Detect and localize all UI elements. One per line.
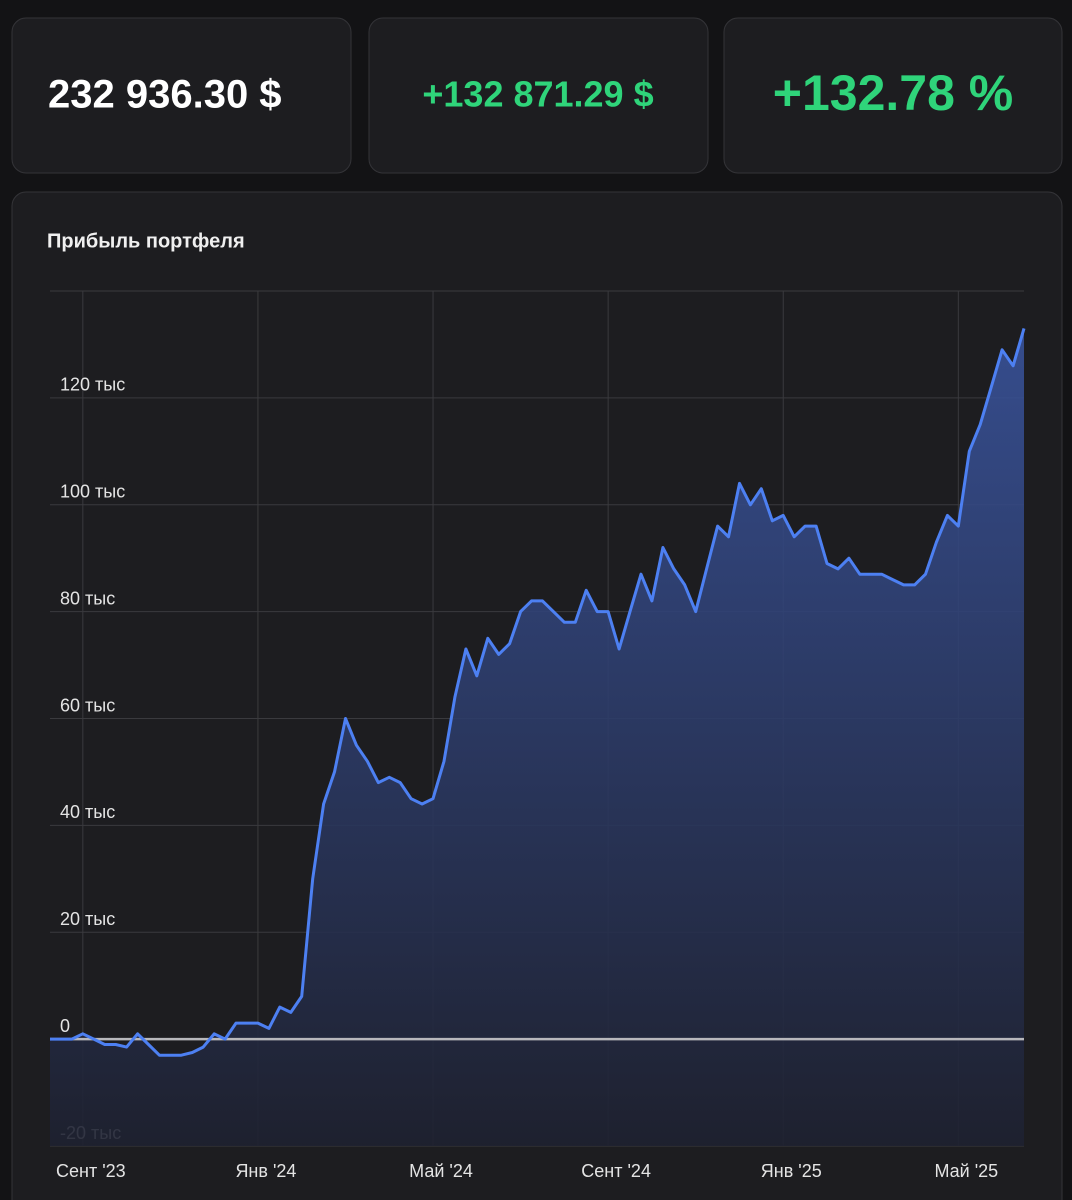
y-tick-label: 40 тыс bbox=[60, 802, 115, 822]
card bbox=[11, 17, 352, 174]
x-tick-label: Май '25 bbox=[934, 1161, 998, 1181]
y-tick-label: 0 bbox=[60, 1016, 70, 1036]
y-tick-label: 20 тыс bbox=[60, 909, 115, 929]
total-value: 232 936.30 $ bbox=[48, 73, 282, 117]
card bbox=[723, 17, 1063, 174]
y-tick-label: 120 тыс bbox=[60, 375, 125, 395]
y-tick-label: 60 тыс bbox=[60, 695, 115, 715]
area bbox=[50, 328, 1024, 1146]
x-tick-label: Янв '24 bbox=[235, 1161, 296, 1181]
change-value: +132 871.29 $ bbox=[422, 74, 653, 115]
change-percent: +132.78 % bbox=[773, 65, 1013, 121]
card bbox=[368, 17, 709, 174]
x-tick-label: Сент '24 bbox=[581, 1161, 651, 1181]
x-tick-label: Янв '25 bbox=[761, 1161, 822, 1181]
y-tick-label: 80 тыс bbox=[60, 588, 115, 608]
line bbox=[50, 327, 1026, 1057]
x-tick-label: Сент '23 bbox=[56, 1161, 126, 1181]
x-tick-label: Май '24 bbox=[409, 1161, 473, 1181]
chart-title: Прибыль портфеля bbox=[47, 230, 245, 252]
y-tick-label: 100 тыс bbox=[60, 482, 125, 502]
